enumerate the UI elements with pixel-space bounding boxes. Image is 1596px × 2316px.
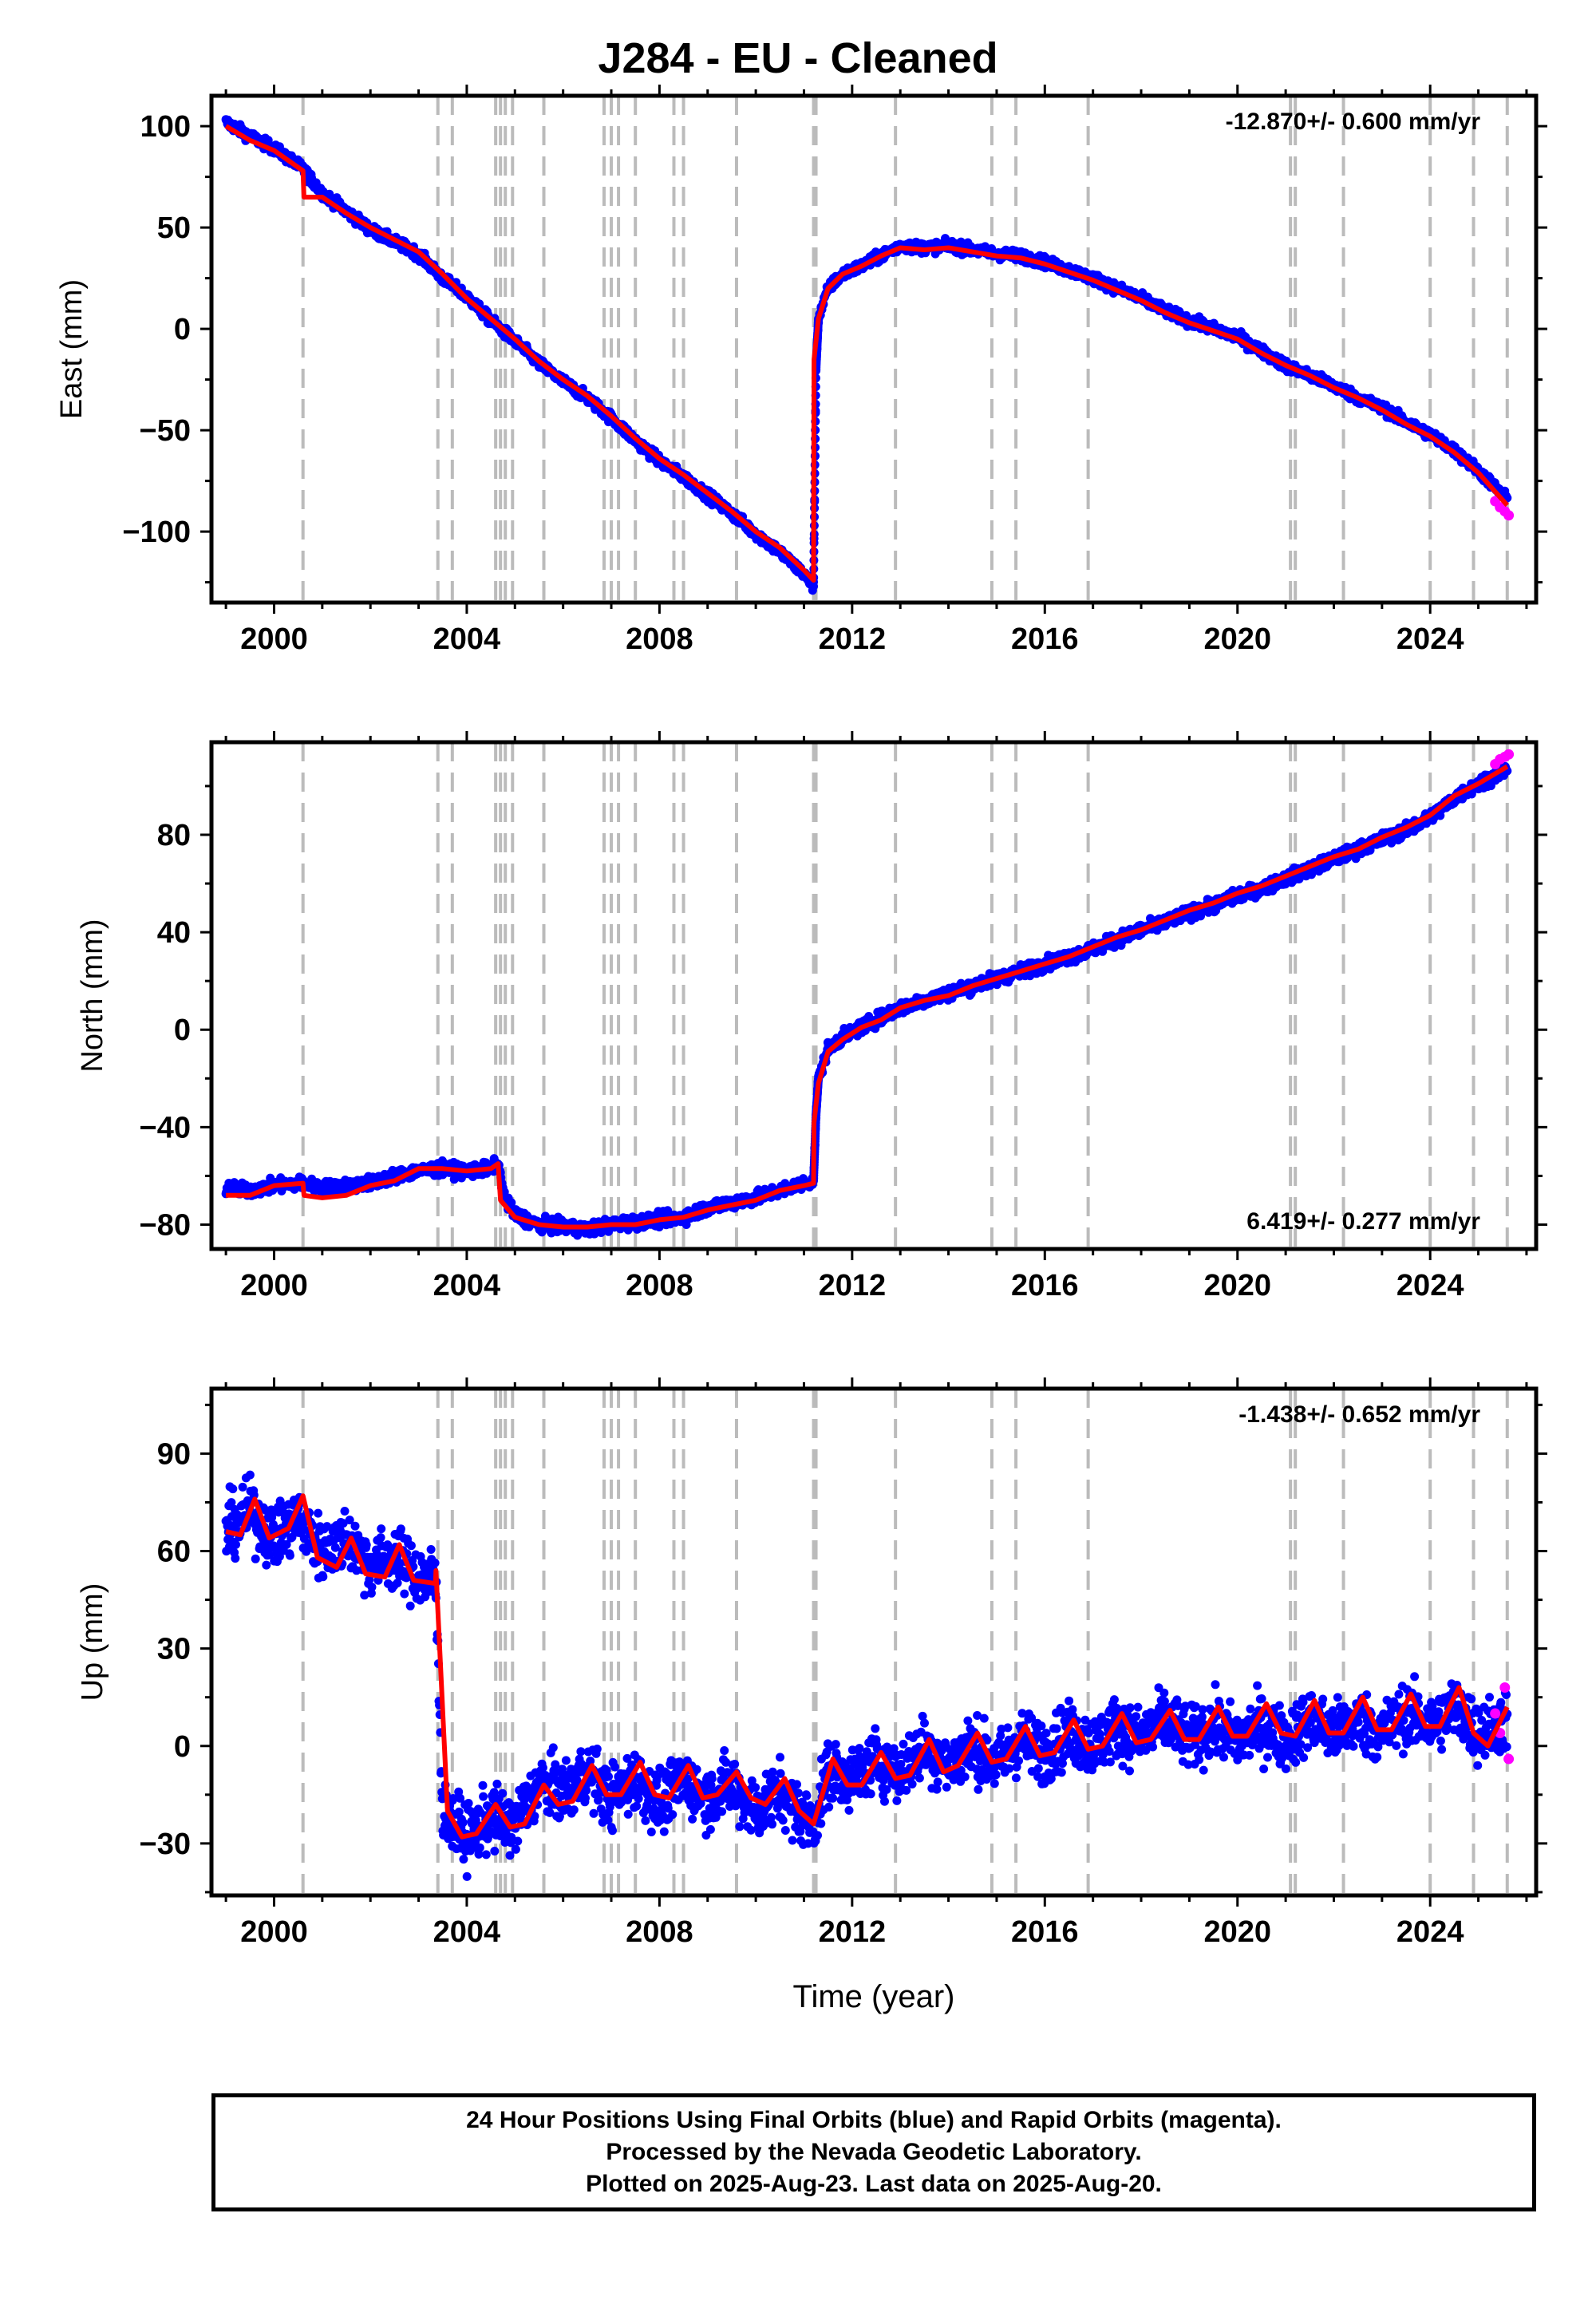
plot-area [221,96,1515,603]
x-tick-label: 2012 [819,622,887,656]
y-tick-label: −100 [122,516,191,549]
plot-area [221,742,1515,1249]
x-tick-label: 2016 [1011,622,1079,656]
x-tick-label: 2004 [433,622,501,656]
rapid-orbits-points [1490,496,1515,521]
x-tick-label: 2000 [240,622,308,656]
east-panel: 2000 2004 2008 2012 2016 2020 2024 100 50 0 −50 −10… [55,85,1547,656]
final-orbits-points [221,115,1512,595]
y-tick-label: 0 [174,313,191,346]
model-line [224,124,1510,583]
y-tick-label: 100 [140,110,191,144]
chart-area: 2000 2004 2008 2012 2016 2020 2024 100 50 0 −50 −10… [55,85,1547,2014]
y-tick-label: −50 [140,414,191,448]
data-point [809,582,818,591]
velocity-label: -12.870+/- 0.600 mm/yr [1226,109,1481,135]
x-tick-label: 2008 [626,622,693,656]
data-point [681,1220,691,1229]
y-tick-label: 50 [157,211,191,245]
chart-title: J284 - EU - Cleaned [598,34,998,82]
y-axis-label: East (mm) [55,279,89,419]
rapid-point [1503,510,1515,521]
x-tick-label: 2020 [1203,622,1271,656]
north-panel: 2000 2004 2008 2012 2016 2020 202480400−40−80N… [76,731,1547,1302]
x-tick-label: 2024 [1396,622,1464,656]
plot-frame [209,93,1539,605]
